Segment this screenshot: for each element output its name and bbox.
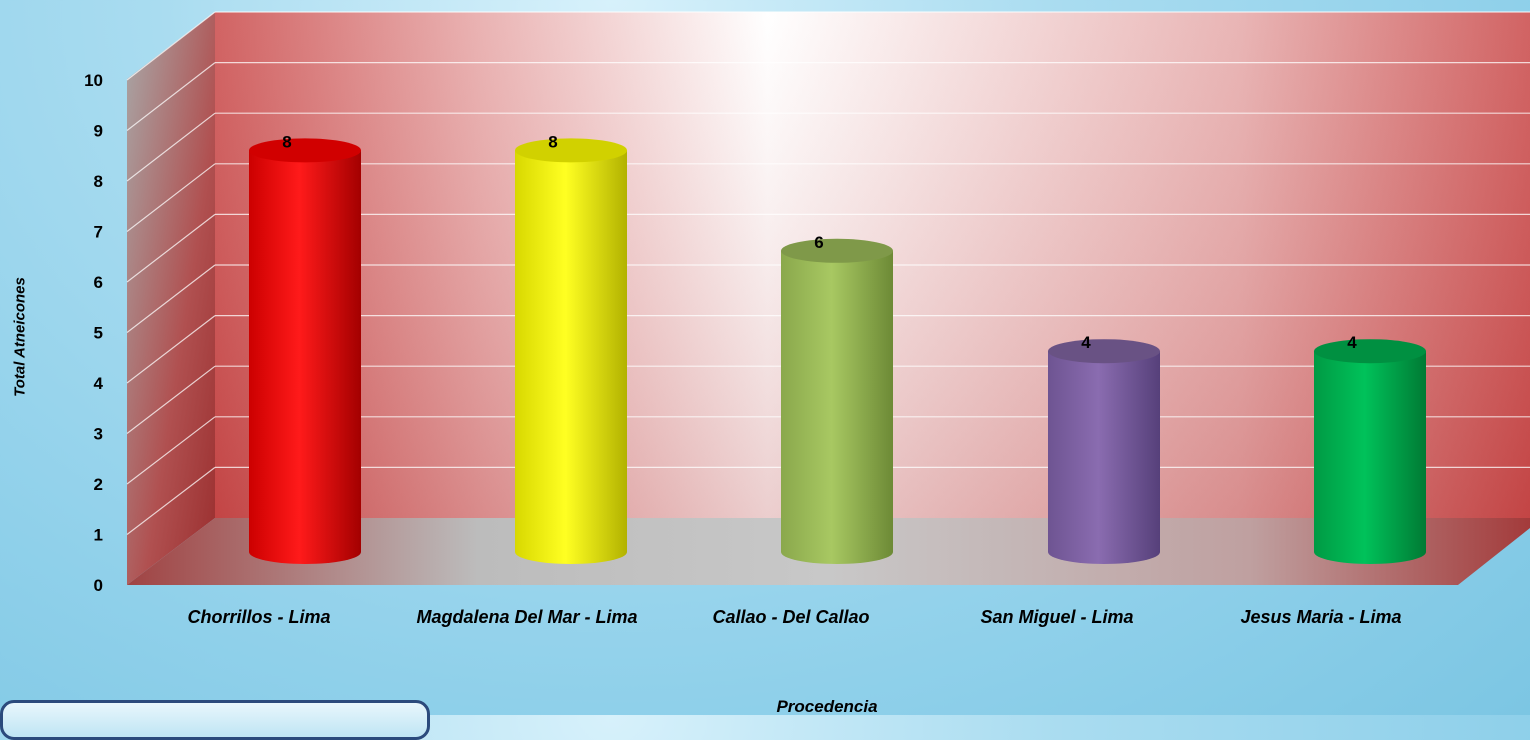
y-tick-label: 8 <box>94 172 103 191</box>
y-tick-label: 0 <box>94 576 103 595</box>
gridline-side <box>126 163 216 232</box>
bar: 4 <box>1048 333 1160 564</box>
gridline-side <box>126 365 216 434</box>
x-tick-label-callao: Callao - Del Callao <box>712 607 870 627</box>
gridline-side <box>126 11 216 81</box>
y-tick-label: 10 <box>84 71 103 90</box>
bar: 4 <box>1314 333 1426 564</box>
bar-body <box>515 150 627 564</box>
bar-top-shade <box>781 238 893 263</box>
y-tick-label: 1 <box>94 526 103 545</box>
data-label: 6 <box>814 233 823 252</box>
bar-top-shade <box>249 138 361 163</box>
y-axis-title-area: Total Atneicones <box>0 0 40 715</box>
y-tick-label: 3 <box>94 425 103 444</box>
bar-top <box>515 138 627 163</box>
bar-top <box>1314 339 1426 364</box>
gridline-side <box>126 213 216 283</box>
x-tick-label-chorrillos: Chorrillos - Lima <box>187 607 331 627</box>
gridline-side <box>126 62 216 131</box>
gridline-side <box>126 264 216 333</box>
data-label: 8 <box>282 132 291 151</box>
bar-top-shade <box>515 138 627 163</box>
bar: 8 <box>249 132 361 564</box>
y-tick-label: 6 <box>94 273 103 292</box>
bar-body <box>781 250 893 565</box>
y-tick-label: 7 <box>94 223 103 242</box>
y-axis-title: Total Atneicones <box>11 277 29 397</box>
bar-body <box>1314 351 1426 564</box>
bar-top-shade <box>1048 339 1160 364</box>
bar-top <box>1048 339 1160 364</box>
bar-body <box>1048 351 1160 564</box>
bar: 8 <box>515 132 627 564</box>
x-tick-label-magdalena: Magdalena Del Mar - Lima <box>416 607 638 627</box>
x-tick-label-jesus-maria: Jesus Maria - Lima <box>1240 607 1402 627</box>
gridline-side <box>126 416 216 485</box>
bar-body <box>249 150 361 564</box>
bar: 6 <box>781 233 893 565</box>
x-tick-label-san-miguel: San Miguel - Lima <box>980 607 1134 627</box>
bottom-panel <box>0 700 430 740</box>
y-tick-label: 2 <box>94 475 103 494</box>
y-tick-label: 5 <box>94 324 103 343</box>
bar-top <box>781 238 893 263</box>
bar-chart: 0 1 2 3 4 5 6 7 8 9 10 8 8 6 4 4 <box>84 11 1530 595</box>
bar-top <box>249 138 361 163</box>
data-label: 4 <box>1081 333 1091 352</box>
data-label: 4 <box>1347 333 1357 352</box>
gridline-side <box>126 315 216 384</box>
gridline-side <box>126 112 216 182</box>
y-tick-label: 9 <box>94 122 103 141</box>
y-tick-label: 4 <box>94 374 104 393</box>
gridline-side <box>126 466 216 535</box>
data-label: 8 <box>548 132 557 151</box>
bar-top-shade <box>1314 339 1426 364</box>
x-axis-title: Procedencia <box>776 697 878 716</box>
